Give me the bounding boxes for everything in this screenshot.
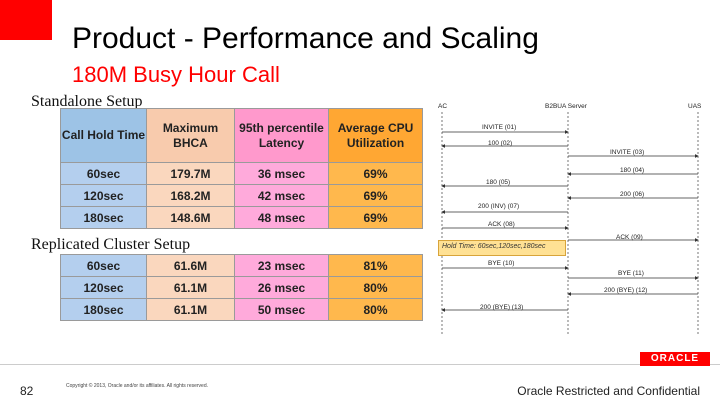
table-cell: 69%: [328, 184, 423, 207]
table-cell: 61.1M: [146, 276, 235, 299]
flow-message: 180 (05): [486, 179, 511, 186]
table-cell: 180sec: [60, 206, 147, 229]
table-cell: 26 msec: [234, 276, 329, 299]
table-cell: 148.6M: [146, 206, 235, 229]
page-number: 82: [20, 384, 34, 398]
slide-title: Product - Performance and Scaling: [72, 22, 539, 55]
flow-message: INVITE (03): [610, 149, 645, 156]
table-row: 120sec 168.2M 42 msec 69%: [60, 184, 423, 207]
call-flow-diagram: [441, 112, 699, 335]
confidential-label: Oracle Restricted and Confidential: [517, 384, 700, 398]
flow-message: 180 (04): [620, 167, 645, 174]
table-cell: 50 msec: [234, 298, 329, 321]
table-cell: 81%: [328, 254, 423, 277]
table-cell: 80%: [328, 276, 423, 299]
replicated-table: 60sec 61.6M 23 msec 81% 120sec 61.1M 26 …: [60, 254, 423, 321]
table-row: 180sec 61.1M 50 msec 80%: [60, 298, 423, 321]
table-row: 60sec 61.6M 23 msec 81%: [60, 254, 423, 277]
slide-subtitle: 180M Busy Hour Call: [72, 62, 280, 87]
table-cell: 48 msec: [234, 206, 329, 229]
header-maximum-bhca: Maximum BHCA: [146, 108, 235, 163]
table-row: 180sec 148.6M 48 msec 69%: [60, 206, 423, 229]
footer-divider: [0, 364, 720, 365]
header-call-hold-time: Call Hold Time: [60, 108, 147, 163]
header-cpu-utilization: Average CPU Utilization: [328, 108, 423, 163]
table-cell: 80%: [328, 298, 423, 321]
flow-message: BYE (10): [488, 260, 515, 267]
flow-message: 200 (BYE) (13): [480, 304, 524, 311]
table-cell: 69%: [328, 162, 423, 185]
table-cell: 179.7M: [146, 162, 235, 185]
header-latency: 95th percentile Latency: [234, 108, 329, 163]
table-cell: 61.6M: [146, 254, 235, 277]
table-cell: 60sec: [60, 162, 147, 185]
table-row: 120sec 61.1M 26 msec 80%: [60, 276, 423, 299]
flow-message: 200 (INV) (07): [478, 203, 520, 210]
flow-left-label: AC: [438, 103, 448, 110]
flow-message: BYE (11): [618, 270, 644, 277]
table-cell: 60sec: [60, 254, 147, 277]
table-cell: 23 msec: [234, 254, 329, 277]
table-cell: 42 msec: [234, 184, 329, 207]
flow-message: INVITE (01): [482, 124, 517, 131]
table-cell: 180sec: [60, 298, 147, 321]
flow-message: ACK (09): [616, 234, 643, 241]
table-cell: 120sec: [60, 276, 147, 299]
table-row: 60sec 179.7M 36 msec 69%: [60, 162, 423, 185]
flow-message: 200 (BYE) (12): [604, 287, 648, 294]
flow-message: 100 (02): [488, 140, 513, 147]
flow-right-label: UAS: [688, 103, 702, 110]
flow-center-label: B2BUA Server: [545, 103, 587, 110]
oracle-logo-text: ORACLE: [650, 353, 700, 364]
standalone-table: Call Hold Time Maximum BHCA 95th percent…: [60, 108, 423, 229]
table-header-row: Call Hold Time Maximum BHCA 95th percent…: [60, 108, 423, 163]
hold-time-text: Hold Time: 60sec,120sec,180sec: [442, 243, 546, 250]
standalone-setup-label: Standalone Setup: [31, 93, 143, 110]
oracle-logo: ORACLE: [640, 352, 710, 366]
table-cell: 61.1M: [146, 298, 235, 321]
table-cell: 168.2M: [146, 184, 235, 207]
flow-message: ACK (08): [488, 221, 515, 228]
table-cell: 120sec: [60, 184, 147, 207]
flow-message: 200 (06): [620, 191, 645, 198]
table-cell: 69%: [328, 206, 423, 229]
replicated-cluster-label: Replicated Cluster Setup: [31, 236, 191, 253]
hold-time-box: Hold Time: 60sec,120sec,180sec: [438, 240, 566, 256]
copyright-text: Copyright © 2013, Oracle and/or its affi…: [66, 383, 208, 389]
table-cell: 36 msec: [234, 162, 329, 185]
corner-red-block: [0, 0, 52, 40]
